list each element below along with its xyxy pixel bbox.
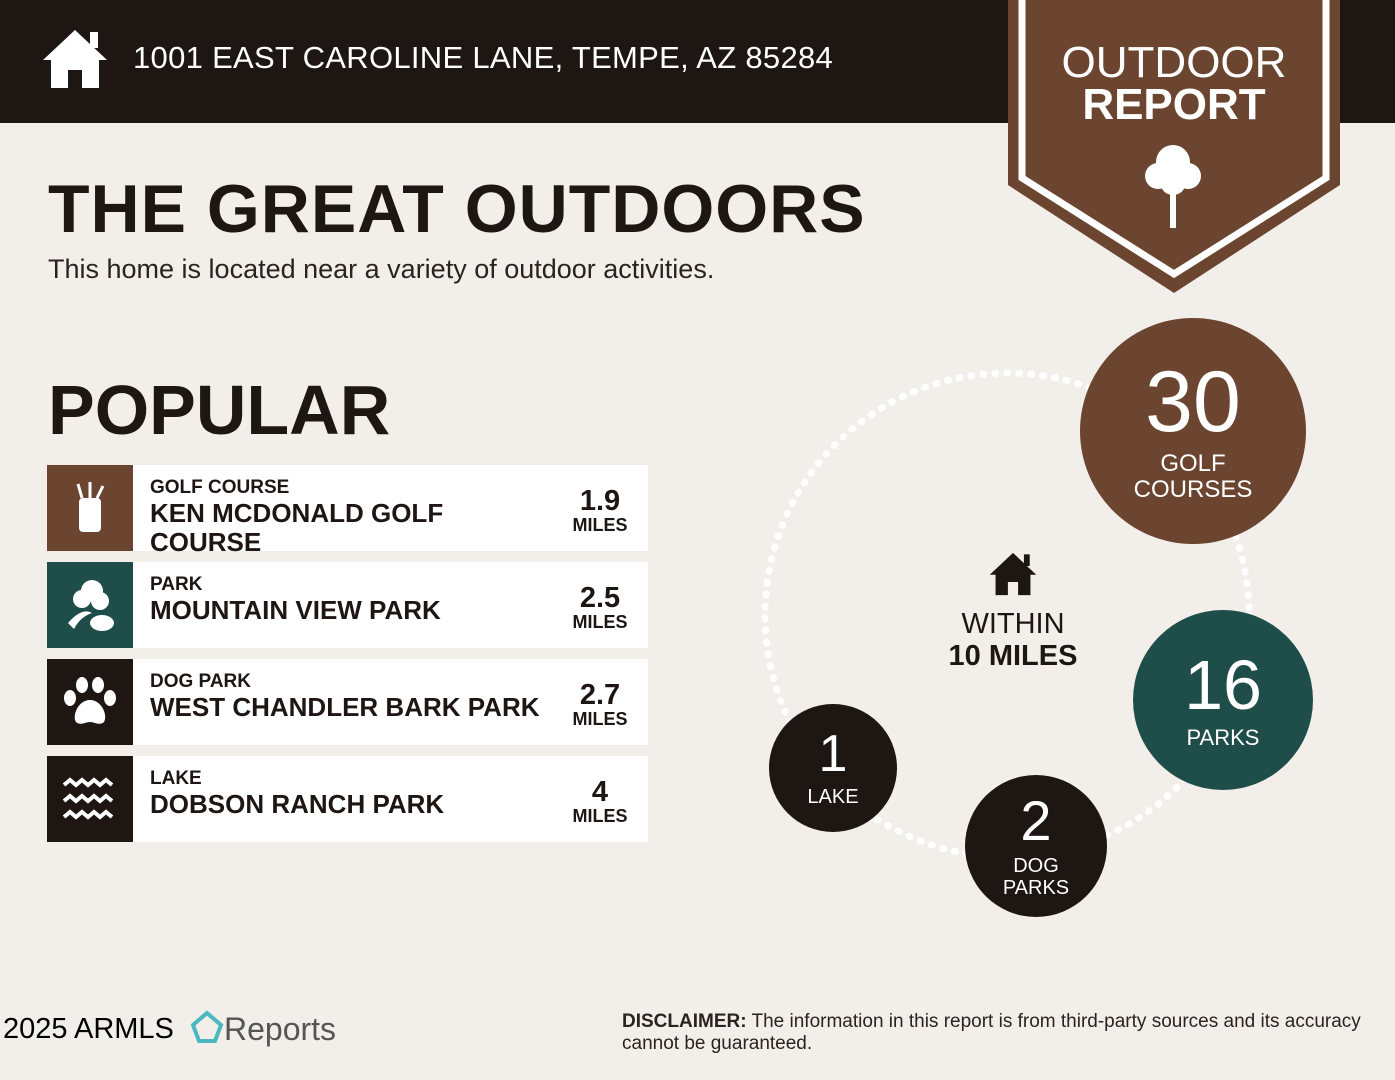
- count-circle: 1 LAKE: [769, 704, 897, 832]
- item-distance-unit: MILES: [572, 612, 628, 632]
- disclaimer: DISCLAIMER: The information in this repo…: [622, 1011, 1362, 1055]
- count-value: 30: [1145, 354, 1241, 450]
- item-distance: 1.9: [579, 485, 621, 517]
- item-distance: 2.7: [579, 679, 621, 711]
- home-icon: [43, 30, 107, 88]
- badge-line1: OUTDOOR: [1061, 38, 1287, 87]
- reports-logo: Reports: [190, 1010, 336, 1048]
- within-distance: 10 MILES: [948, 640, 1078, 672]
- item-distance-unit: MILES: [572, 806, 628, 826]
- popular-item: LAKE DOBSON RANCH PARK 4 MILES: [47, 756, 648, 842]
- popular-item: PARK MOUNTAIN VIEW PARK 2.5 MILES: [47, 562, 648, 648]
- count-circle: 16 PARKS: [1133, 610, 1313, 790]
- popular-item: GOLF COURSE KEN MCDONALD GOLF COURSE 1.9 M…: [47, 465, 648, 557]
- badge-line2: REPORT: [1082, 80, 1266, 129]
- within-radius: WITHIN 10 MILES: [913, 608, 1113, 672]
- subtitle: This home is located near a variety of o…: [48, 254, 715, 284]
- golf-bag-icon: [47, 465, 133, 551]
- count-label: DOG: [1013, 855, 1059, 877]
- count-circle: 30 GOLF COURSES: [1080, 318, 1306, 544]
- popular-heading: POPULAR: [48, 371, 391, 449]
- page-title: THE GREAT OUTDOORS: [48, 171, 866, 247]
- park-tree-icon: [47, 562, 133, 648]
- count-label: LAKE: [807, 786, 859, 808]
- tree-icon: [1145, 145, 1201, 228]
- item-name: DOBSON RANCH PARK: [150, 789, 445, 819]
- count-circle: 2 DOG PARKS: [965, 775, 1107, 917]
- logo-icon: [190, 1010, 224, 1043]
- item-category: PARK: [150, 574, 203, 595]
- item-name: KEN MCDONALD GOLF COURSE: [150, 498, 444, 557]
- paw-icon: [47, 659, 133, 745]
- disclaimer-text: The information in this report is from t…: [622, 1011, 1361, 1054]
- count-value: 1: [818, 725, 848, 783]
- item-name: WEST CHANDLER BARK PARK: [150, 692, 540, 722]
- within-label: WITHIN: [961, 608, 1065, 640]
- item-category: DOG PARK: [150, 671, 251, 692]
- count-value: 2: [1020, 789, 1052, 852]
- waves-icon: [47, 756, 133, 842]
- count-label-2: PARKS: [1002, 877, 1070, 899]
- count-label: GOLF: [1160, 450, 1226, 477]
- count-value: 16: [1184, 646, 1262, 724]
- popular-item: DOG PARK WEST CHANDLER BARK PARK 2.7 MILES: [47, 659, 648, 745]
- item-distance: 4: [591, 776, 609, 808]
- home-small-icon: [989, 552, 1037, 596]
- item-category: LAKE: [150, 768, 202, 789]
- item-distance: 2.5: [579, 582, 621, 614]
- count-label: PARKS: [1186, 725, 1260, 750]
- item-distance-unit: MILES: [572, 709, 628, 729]
- address: 1001 EAST CAROLINE LANE, TEMPE, AZ 85284: [133, 40, 834, 75]
- logo-text: Reports: [224, 1011, 337, 1047]
- item-distance-unit: MILES: [572, 515, 628, 535]
- item-name: MOUNTAIN VIEW PARK: [150, 595, 441, 625]
- copyright: 2025 ARMLS: [3, 1013, 174, 1045]
- disclaimer-label: DISCLAIMER:: [622, 1011, 747, 1032]
- item-category: GOLF COURSE: [150, 477, 290, 498]
- count-label-2: COURSES: [1133, 476, 1253, 503]
